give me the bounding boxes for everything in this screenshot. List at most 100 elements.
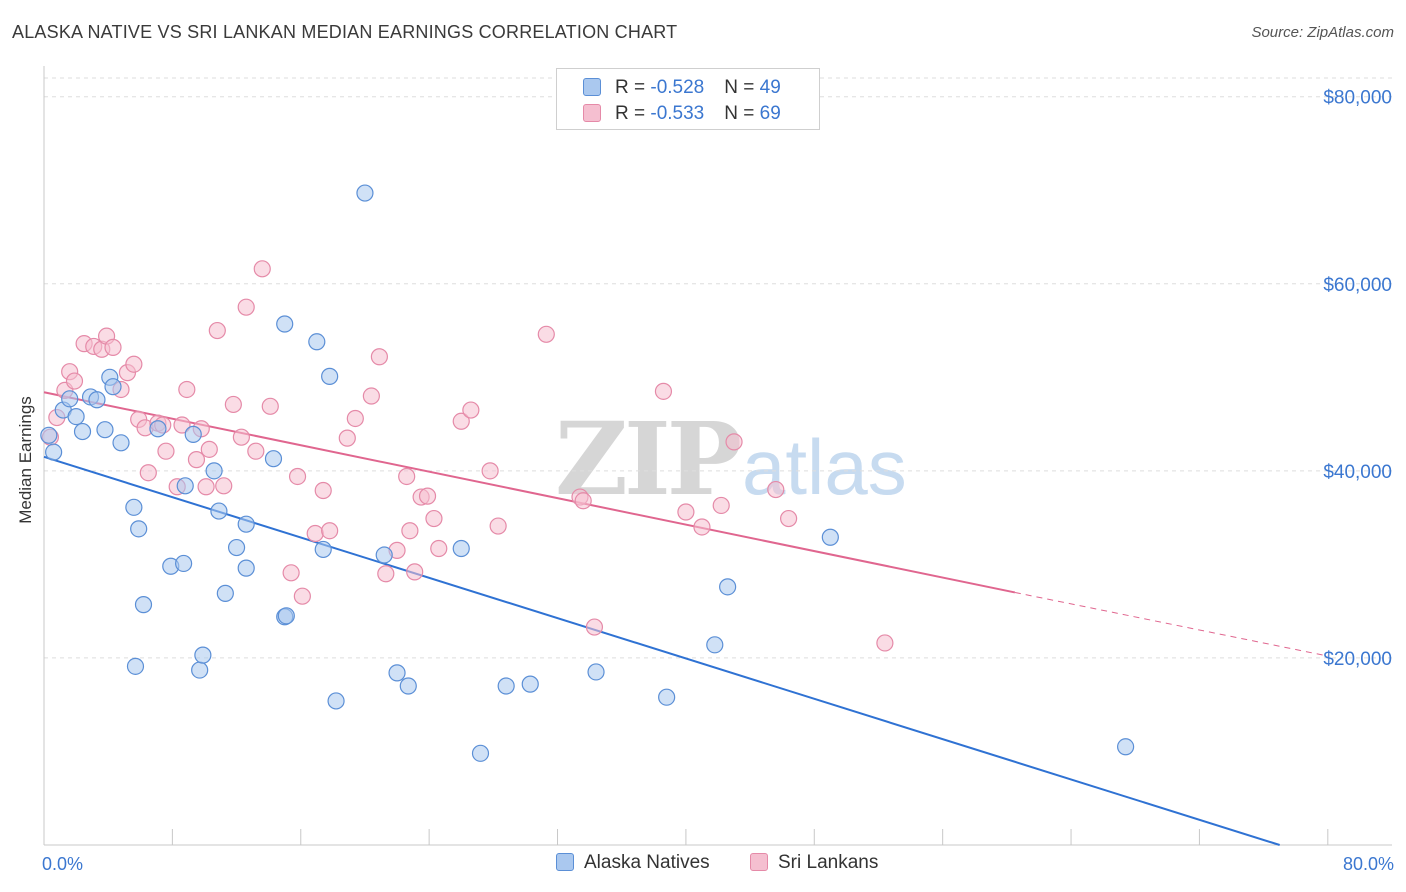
alaska-point (706, 636, 724, 654)
n-label: N = (724, 77, 760, 98)
y-tick-label: $20,000 (1323, 649, 1392, 670)
srilankan-point (208, 321, 226, 340)
srilankan-point (314, 481, 332, 500)
srilankan-point (585, 618, 604, 636)
srilankan-point (306, 524, 324, 543)
bottom-legend-alaska-label: Alaska Natives (584, 852, 710, 873)
srilankan-point (401, 522, 419, 540)
alaska-point (40, 426, 58, 444)
alaska-point (67, 408, 85, 426)
srilankan-point (338, 429, 356, 447)
alaska-point (88, 391, 106, 409)
alaska-point (184, 425, 202, 443)
srilankan-point (178, 380, 196, 399)
srilankan-point (370, 348, 388, 366)
tick-label-layer: $20,000 $40,000 $60,000 $80,000 0.0% 80.0% (42, 88, 1394, 874)
alaska-point (321, 367, 339, 385)
srilankan-point (247, 442, 265, 460)
srilankan-point (237, 298, 255, 316)
alaska-point (388, 664, 406, 682)
alaska-point (237, 559, 255, 577)
srilankan-point (462, 401, 480, 419)
srilankan-point (187, 451, 206, 469)
alaska-point (216, 584, 234, 602)
x-tick-label: 0.0% (42, 854, 83, 874)
alaska-point (149, 420, 167, 438)
alaska-point (497, 677, 515, 695)
alaska-point (126, 657, 145, 675)
alaska-point (399, 677, 417, 695)
alaska-point (308, 333, 326, 351)
srilankan-point (876, 634, 894, 652)
y-tick-label: $60,000 (1323, 275, 1392, 296)
alaska-point (61, 390, 79, 408)
srilankan-point (261, 397, 279, 415)
alaska-point (227, 538, 246, 557)
alaska-point (587, 663, 605, 681)
alaska-point (452, 539, 470, 558)
srilankan-point (139, 464, 157, 482)
point-layer (40, 184, 1135, 762)
srilankan-point (288, 467, 307, 486)
n-label: N = (724, 103, 760, 124)
alaska-point (375, 546, 393, 564)
alaska-point (96, 421, 114, 439)
srilankan-swatch (750, 853, 768, 871)
legend-text-srilankan: R = -0.533 N = 69 (615, 103, 781, 125)
srilankan-point (677, 503, 695, 521)
srilankan-point (215, 477, 233, 495)
srilankan-point (253, 260, 271, 278)
srilankan-point (712, 496, 730, 515)
correlation-legend: R = -0.528 N = 49 R = -0.533 N = 69 (556, 68, 820, 130)
alaska-point (176, 477, 194, 495)
srilankan-point (537, 325, 555, 343)
chart-title: ALASKA NATIVE VS SRI LANKAN MEDIAN EARNI… (12, 22, 678, 42)
legend-text-alaska: R = -0.528 N = 49 (615, 77, 781, 99)
srilankan-point (157, 442, 175, 460)
x-tick-label: 80.0% (1343, 854, 1394, 874)
srilankan-point (767, 480, 785, 499)
alaska-point (194, 646, 212, 664)
trendline-layer (43, 391, 1328, 846)
alaska-point (1117, 738, 1135, 756)
watermark-atlas: atlas (741, 423, 907, 511)
y-tick-label: $40,000 (1323, 462, 1392, 483)
srilankan-point (321, 522, 339, 540)
srilankan-point (224, 395, 242, 414)
alaska-point (277, 607, 295, 625)
srilankan-point (104, 338, 122, 356)
alaska-point (521, 675, 539, 693)
alaska-point (719, 578, 737, 596)
srilankan-point (780, 509, 798, 528)
srilankan-point (125, 355, 143, 373)
r-label: R = (615, 77, 651, 98)
srilankan-point (574, 492, 592, 510)
srilankan-point (362, 387, 380, 405)
alaska-point (112, 434, 130, 452)
bottom-legend-srilankan: Sri Lankans (750, 852, 878, 874)
srilankan-point (282, 564, 300, 582)
srilankan-point (425, 509, 443, 528)
alaska-point (356, 184, 374, 202)
bottom-legend-srilankan-label: Sri Lankans (778, 852, 879, 873)
bottom-legend-alaska: Alaska Natives (556, 852, 710, 874)
n-value: 49 (759, 77, 781, 98)
alaska-point (314, 540, 332, 559)
srilankan-point (452, 412, 470, 430)
srilankan-point (65, 372, 84, 390)
r-value: -0.533 (650, 103, 705, 124)
n-value: 69 (759, 103, 781, 124)
srilankan-point (430, 539, 448, 558)
srilankan-point (489, 517, 507, 535)
srilankan-point (481, 462, 499, 480)
alaska-point (191, 661, 209, 679)
alaska-point (45, 443, 63, 461)
alaska-point (104, 378, 122, 396)
y-tick-label: $80,000 (1323, 88, 1392, 109)
source-label: Source: ZipAtlas.com (1251, 24, 1394, 41)
srilankan-point (293, 587, 311, 605)
alaska-swatch (556, 853, 574, 871)
r-value: -0.528 (650, 77, 705, 98)
srilankan-point (398, 467, 416, 486)
